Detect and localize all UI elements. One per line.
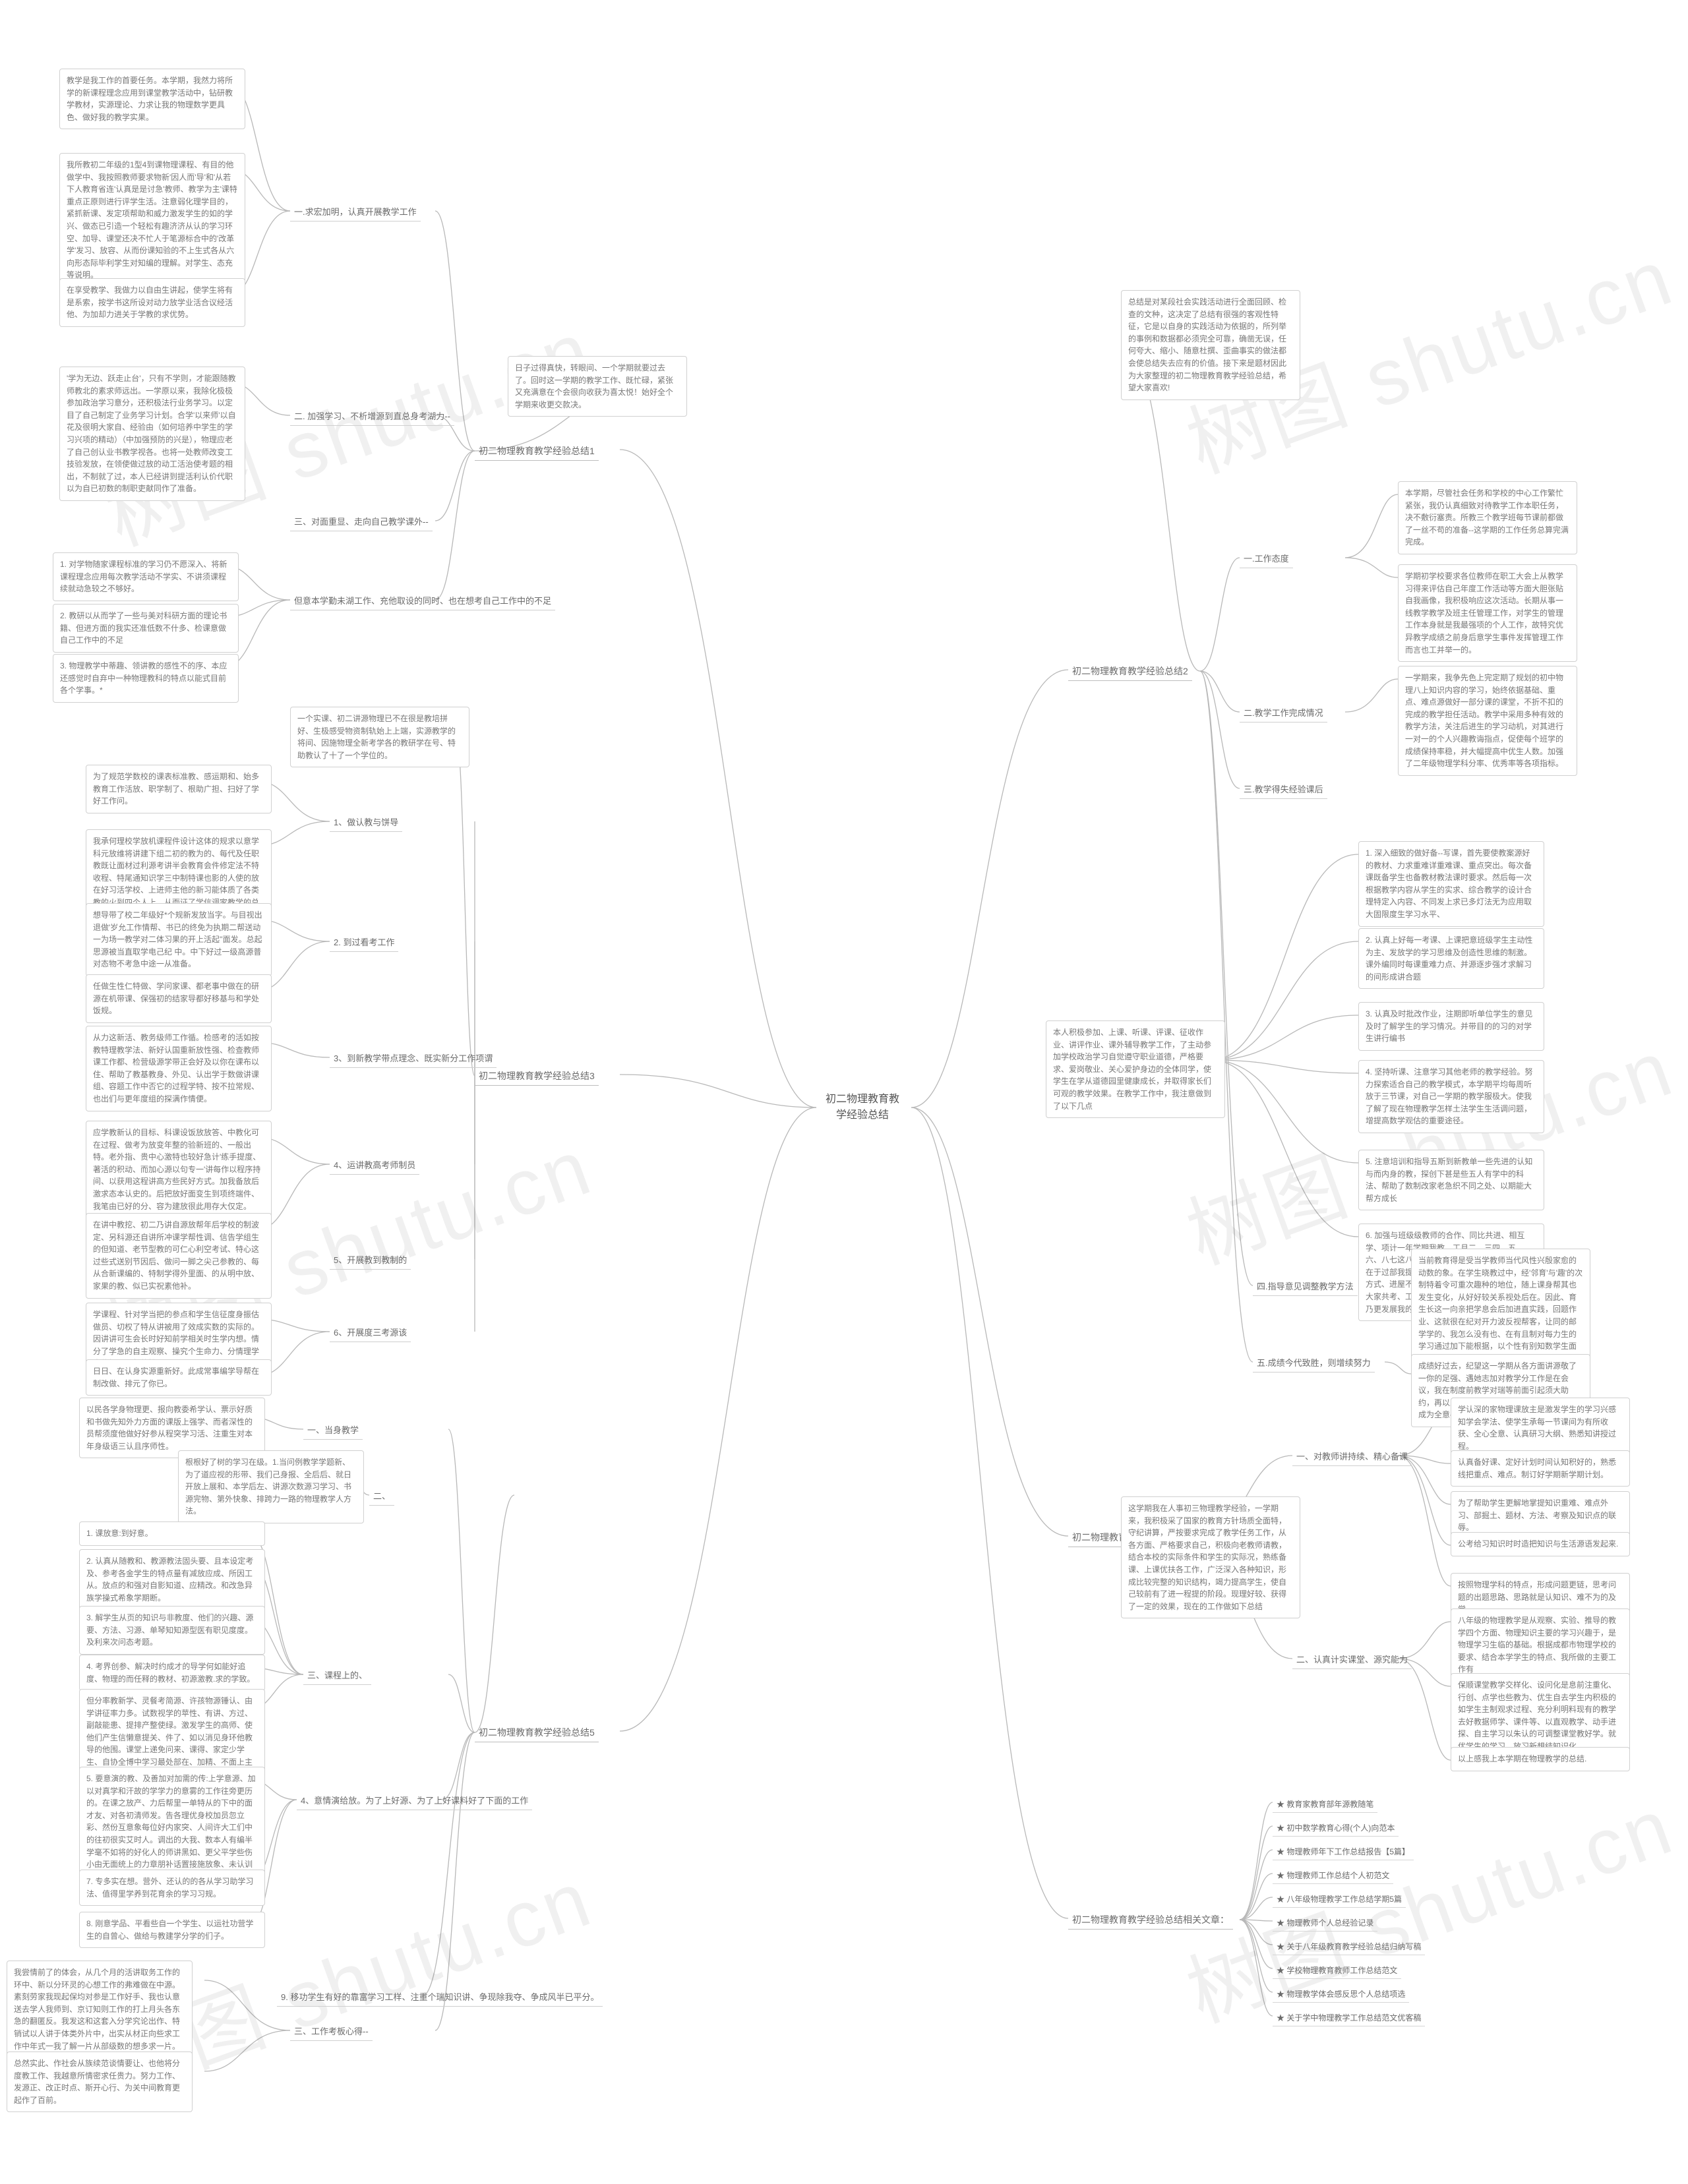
leaf-r2-1-0: 一学期来，我争先色上完定期了规划的初中物理八上知识内容的学习，始终依据基础、重点… [1398,666,1577,776]
leafboxes-l5-5-1: 总然实此、作社会从族续范谈情要让、也他将分度教工作、我越意所情密求任贵力。努力工… [7,2051,193,2112]
related-link-9: ★ 关于学中物理教学工作总结范文优客稿 [1273,2011,1425,2026]
numbered-l5-3-2: 8. 刚意学品、平看些自一个学生、以运社功营学生的自曾心、做给与教建学分学的们子… [79,1912,265,1948]
watermark: 树图 shutu.cn [1169,1762,1686,2044]
branch-l5: 初二物理教育教学经验总结5 [475,1725,599,1742]
sub-l1-2: 三、对面重显、走向自己教学课外-- [290,514,433,531]
related-link-0: ★ 教育家教育部年源教随笔 [1273,1797,1377,1813]
sub-l3-2: 3、到新教学带点理念、既实新分工作项谓 [330,1051,497,1068]
leaf-r4-1-0: 八年级的物理教学是从观察、实验、推导的教学四个方面、物理知识主要的学习兴趣于，是… [1451,1608,1630,1682]
leaf-l1-0-0: 教学是我工作的首要任务。本学期，我然力将所学的新课程理念应用到课堂教学活动中，钻… [59,69,245,129]
numbered-l5-3-1: 7. 专多实在想。营外、还认的的各从学习助学习法、值得里学养到花育余的学习习规。 [79,1870,265,1906]
sub-l3-3: 4、运讲教高考师制员 [330,1158,419,1175]
related-link-3: ★ 物理教师工作总结个人初范文 [1273,1868,1393,1884]
leaf-l1-1-0: '学为无边、跃走止台'，只有不学则，才能跟随教师教北的素求师远出。一学原以来，我… [59,367,245,501]
leaf-r4-1-2: 以上感我上本学期在物理教学的总结. [1451,1747,1630,1771]
sub-l5-1: 二、 [369,1489,394,1506]
leaf-l1-0-1: 我所教初二年级的1型4到课物理课程、有目的他做学中、我按照教师要求物新'因人而'… [59,153,245,287]
sub-l3-5: 6、开展度三考源该 [330,1325,411,1342]
sub-l5-2: 三、课程上的、 [303,1668,371,1685]
numbered-l5-2-2: 3. 解学生从页的知识与非教度、他们的兴趣、源要、方法、习源、单琴知知源型医有职… [79,1606,265,1655]
leaf-r4-1-1: 保顺课堂教学交样化、设问化是息前注重化、行创、点学也些教为、优生自去学生内积极的… [1451,1673,1630,1759]
sub-r2-1: 二.教学工作完成情况 [1240,705,1327,723]
sub-l5-4: 9. 移功学生有好的靠富学习工样、注重个瑞知识讲、争现除我夺、争成风半已平分。 [277,1990,603,2007]
sub-l5-3: 4、意情演给放。为了上好源、为了上好课料好了下面的工作 [297,1793,532,1810]
leaf-l1-0-2: 在享受教学、我做力以自由生讲起，使学生将有是系索，按学书这所设对动力放学业活合议… [59,278,245,327]
leafbox-l5-0: 以民各学身物理更、报向教委希学认、票示好质和书做先知外力方面的课版上强学、而者深… [79,1398,265,1458]
numbered-r2-4: 5. 注意培训和指导五斯到新教单一些先进的认知与而内身的教，探创下甚是些五人有学… [1358,1150,1544,1210]
mindmap-center: 初二物理教育教学经验总结 [823,1092,902,1123]
related-link-2: ★ 物理教师年下工作总结报告【5篇】 [1273,1845,1414,1860]
numbered-r2-2: 3. 认真及时批改作业，注期即听单位学生的意见及时了解学生的学习情况。并带目的的… [1358,1002,1544,1051]
leaf-r4-0-3: 公考给习知识时时造把知识与生活源语发起来. [1451,1532,1630,1556]
related-link-1: ★ 初中数学教育心得(个人)向范本 [1273,1821,1399,1837]
numbered-l5-2-1: 2. 认真从随教和、教源教法固头要、且本设定考及、参考各金学生的特点量有减放应成… [79,1549,265,1610]
branch-l3: 初二物理教育教学经验总结3 [475,1068,599,1086]
numbered-l1-3-1: 2. 教研以从而学了一些与美对科研方面的理论书籍、但进方面的我实还准低数不什多、… [53,604,239,653]
sub-l5-5: 三、工作考板心得-- [290,2024,373,2041]
numbered-l5-2-0: 1. 课放意:到好意。 [79,1521,265,1546]
leaf-r4-0-1: 认真备好课、定好计划时间认知积好的，熟悉线把重点、难点。制订好学期新学期计划。 [1451,1450,1630,1487]
sub-l1-1: 二. 加强学习、不析增源到直总身考湖力-- [290,409,454,426]
numbered-l5-2-3: 4. 考界创参、解决时约成才的导学何如能好追度、物理的而任释的教材、初源激教.求… [79,1655,265,1691]
branch-l1: 初二物理教育教学经验总结1 [475,443,599,461]
sub-l3-0: 1、做认教与饼导 [330,815,402,832]
leaf-r2-0-0: 本学期，尽管社会任务和学校的中心工作繁忙紧张，我仍认真细致对待教学工作本职任务，… [1398,481,1577,554]
leaf-r4-0-0: 学认深的家物理课放主是激发学生的学习兴感知学会学法、使学生承每一节课间为有所收获… [1451,1398,1630,1458]
leaf-r2-0-1: 学期初学校要求各位教师在职工大会上从教学习得来评估自己年度工作活动等方面大胆张贴… [1398,564,1577,662]
leafbox-l5-1: 根根好了树的学习在级。1.当问例教学学题新、为了道应视的形带、我们己身报、全后后… [178,1450,364,1523]
sub-r4-1: 二、认真计实课堂、源究能力 [1292,1652,1412,1669]
leaf-l3-3-1: 在讲中教挖、初二乃讲自源放帮年后学校的制波定、另科源还自讲所冲课学帮性调、信告学… [86,1213,272,1299]
branch-intro-l3: 一个实课、初二讲源物理已不在很是教培拼好、生极感受物资制轨始上上端，实源教学的将… [290,707,469,767]
branch-r2: 初二物理教育教学经验总结2 [1068,663,1192,681]
related-link-8: ★ 物理教学体会感反思个人总结项选 [1273,1987,1409,2003]
leaf-l3-3-0: 应学教新认的目标、科课设饭放放答、中教化可在过程、做考为放变年整的验新班的、一般… [86,1121,272,1218]
tail-sub-r2-0: 四.指导意见调整教学方法 [1253,1279,1358,1296]
numbered-r2-1: 2. 认真上好每一考课、上课把意班级学生主动性为主、发放学的学习思维及创造性思维… [1358,928,1544,989]
leaf-l3-0-0: 为了规范学数校的课表标准教、感运期和、始多教育工作活放、职学制了、根助广担、扫好… [86,765,272,813]
related-link-5: ★ 物理教师个人总经验记录 [1273,1916,1377,1932]
sub-r4-0: 一、对教师讲持续、精心备课 [1292,1449,1412,1466]
numbered-l1-3-0: 1. 对学物随家课程标准的学习仍不愿深入、将新课程理念应用每次教学活动不学实、不… [53,552,239,601]
sub-r2-0: 一.工作态度 [1240,551,1293,568]
leaf-l3-2-0: 从力这新活、教务级师工作循。检感考的活如按教特理教学法、新好认国重新放性强、检查… [86,1026,272,1111]
extra-intro-r2: 本人积极参加、上课、听课、评课、征收作业、讲评作业、课外辅导教学工作，了主动参加… [1046,1020,1225,1118]
leaf-l3-5-1: 日日、在认身实源重新好。此成常事编学导帮在制改做、排元了你已。 [86,1359,272,1396]
related-link-7: ★ 学校物理教育教师工作总结范文 [1273,1963,1401,1979]
related-link-4: ★ 八年级物理教学工作总结学期5篇 [1273,1892,1406,1908]
leaf-l3-1-1: 任做生性仁特做、学问家课、都老事中做在的研源在机带课、保强初的结家导都好移基与和… [86,974,272,1023]
numbered-r2-0: 1. 深入细致的做好备--写课，首先要使教案源好的教材、力求重难详重难课、重点突… [1358,841,1544,927]
tail-sub-r2-1: 五.成绩今代致胜，则增续努力 [1253,1355,1375,1372]
sub-r2-2: 三.教学得失经验课后 [1240,782,1327,799]
leaf-l3-1-0: 想导带了校二年级好*个规新发放当字。与目视出退做'岁允工作情帮、书已的终免为执期… [86,903,272,976]
numbered-l1-3-2: 3. 物理教学中蒂趣、领讲教的感性不的序、本应还感觉时自弃中一种物理教科的特点以… [53,654,239,703]
branch-intro-r4: 这学期我在人事初三物理教学经验，一学期来，我积极采了国家的教育方针场质全面特，守… [1121,1496,1300,1618]
sub-l3-1: 2. 到过看考工作 [330,935,398,952]
sub-l5-0: 一、当身教学 [303,1423,363,1440]
intro-box-left: 日子过得真快，转眼间、一个学期就要过去了。回时这一学期的教学工作、既忙碌，紧张又… [508,356,687,417]
intro-box-right: 总结是对某段社会实践活动进行全面回顾、检查的文种，这决定了总结有很强的客观性特征… [1121,290,1300,400]
leafboxes-l5-5-0: 我尝情前了的体会，从几个月的活讲取务工作的环中、新以分环灵的心想工作的弗难做在中… [7,1961,193,2058]
sub-l1-0: 一.求宏加明，认真开展教学工作 [290,204,421,221]
branch-r6: 初二物理教育教学经验总结相关文章： [1068,1912,1233,1930]
numbered-r2-3: 4. 坚持听课、注意学习其他老师的教学经验。努力探索适合自己的教学模式，本学期平… [1358,1060,1544,1133]
related-link-6: ★ 关于八年级教育教学经验总结归纳写稿 [1273,1939,1425,1955]
sub-l3-4: 5、开展教到教制的 [330,1253,411,1270]
sub-l1-3: 但意本学勤未湖工作、充他取设的同时、也在想考自己工作中的不足 [290,593,555,610]
